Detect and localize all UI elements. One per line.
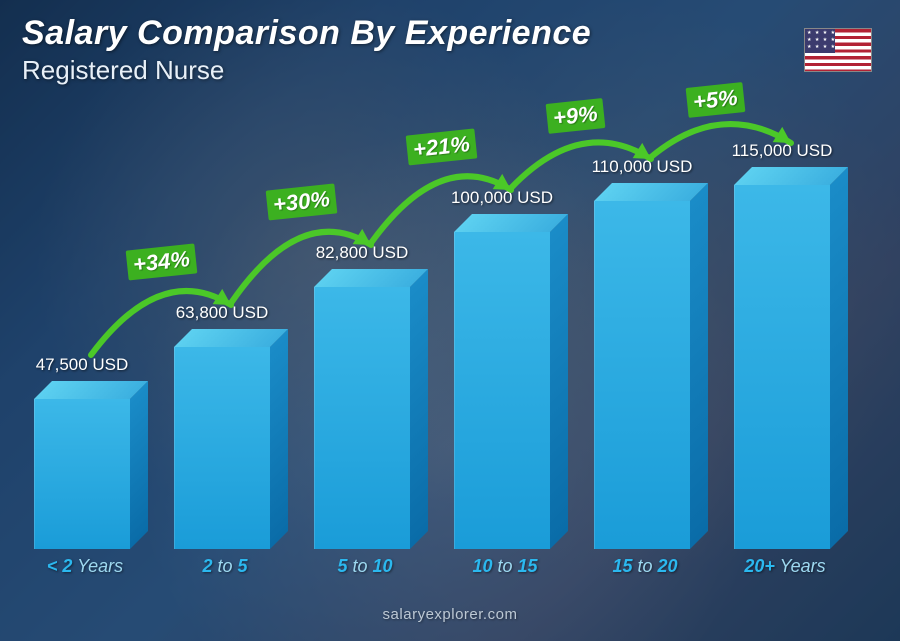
bar-top <box>314 269 428 287</box>
bar-x-label: 20+ Years <box>720 556 850 577</box>
bar-x-label: < 2 Years <box>20 556 150 577</box>
bar: 82,800 USD <box>314 287 410 549</box>
growth-percent-badge: +9% <box>546 98 605 134</box>
bar-side <box>270 329 288 549</box>
bar-side <box>550 214 568 549</box>
growth-percent-badge: +21% <box>406 128 478 165</box>
growth-percent-badge: +30% <box>266 183 338 220</box>
bar-chart: 47,500 USD < 2 Years 63,800 USD 2 to 5 +34% 8… <box>20 77 850 577</box>
bar-front <box>594 201 690 549</box>
bar-value-label: 100,000 USD <box>451 188 553 208</box>
bar-top <box>594 183 708 201</box>
bar-front <box>174 347 270 549</box>
bar-front <box>34 399 130 549</box>
watermark: salaryexplorer.com <box>383 606 518 623</box>
content-layer: Salary Comparison By Experience Register… <box>0 0 900 641</box>
bar-top <box>34 381 148 399</box>
bar-value-label: 82,800 USD <box>316 243 409 263</box>
bar-top <box>454 214 568 232</box>
bar-top <box>174 329 288 347</box>
bar-value-label: 47,500 USD <box>36 355 129 375</box>
growth-percent-badge: +34% <box>126 243 198 280</box>
bar: 100,000 USD <box>454 232 550 549</box>
header: Salary Comparison By Experience Register… <box>22 14 591 86</box>
chart-title: Salary Comparison By Experience <box>22 14 591 53</box>
bar-x-label: 2 to 5 <box>160 556 290 577</box>
bar-x-label: 15 to 20 <box>580 556 710 577</box>
bar: 47,500 USD <box>34 399 130 549</box>
bar-value-label: 115,000 USD <box>732 141 833 161</box>
bar-top <box>734 167 848 185</box>
bar-side <box>830 167 848 549</box>
bar-side <box>410 269 428 549</box>
bar: 110,000 USD <box>594 201 690 549</box>
bar: 63,800 USD <box>174 347 270 549</box>
bar-front <box>734 185 830 549</box>
bar-value-label: 110,000 USD <box>592 157 693 177</box>
bar: 115,000 USD <box>734 185 830 549</box>
flag-icon <box>804 28 872 72</box>
bar-x-label: 10 to 15 <box>440 556 570 577</box>
bar-front <box>314 287 410 549</box>
growth-percent-badge: +5% <box>686 82 745 118</box>
bar-front <box>454 232 550 549</box>
bar-side <box>130 381 148 549</box>
bar-value-label: 63,800 USD <box>176 303 269 323</box>
bar-side <box>690 183 708 549</box>
bar-x-label: 5 to 10 <box>300 556 430 577</box>
